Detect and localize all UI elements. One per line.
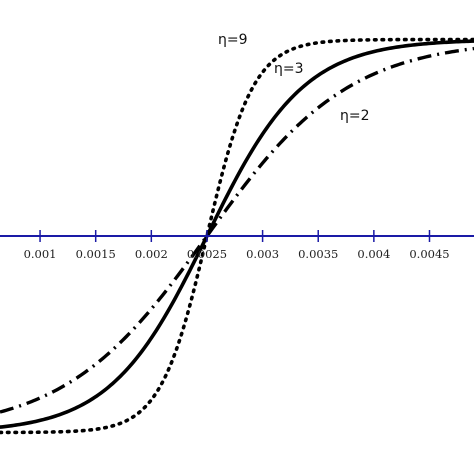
curve-label-eta-2: η=2 <box>340 108 370 124</box>
x-tick-label: 0.0045 <box>409 247 449 261</box>
x-tick-label: 0.002 <box>135 247 168 261</box>
curve-label-eta-3: η=3 <box>274 61 304 77</box>
series-curve-eta-3 <box>0 39 474 429</box>
x-tick-label: 0.0015 <box>76 247 116 261</box>
series-curve-eta-9 <box>0 37 474 435</box>
curves-group <box>0 37 474 435</box>
x-tick-label: 0.0025 <box>187 247 227 261</box>
x-ticks-group: 0.001 0.0015 0.002 0.0025 0.003 0.0035 0.004 0.… <box>24 230 450 261</box>
x-tick-label: 0.001 <box>24 247 57 261</box>
x-tick-label: 0.004 <box>357 247 390 261</box>
curve-label-eta-9: η=9 <box>218 32 248 48</box>
x-tick-label: 0.003 <box>246 247 279 261</box>
x-tick-label: 0.0035 <box>298 247 338 261</box>
series-curve-eta-2 <box>0 46 474 414</box>
curve-labels-group: η=9 η=3 η=2 <box>218 32 370 124</box>
